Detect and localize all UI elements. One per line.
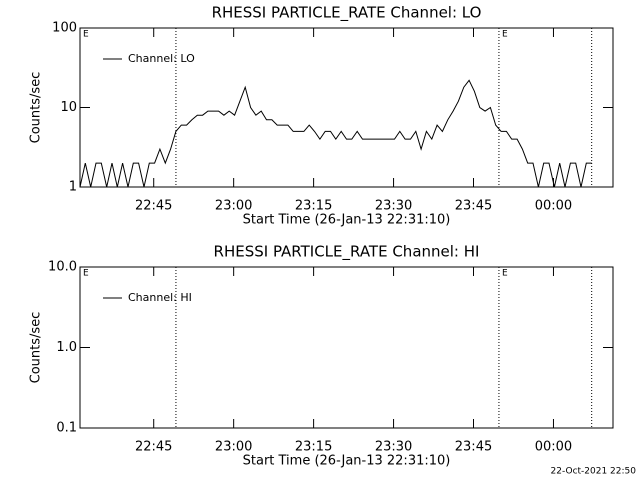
x-tick-label: 23:45 <box>455 440 492 455</box>
footer-date: 22-Oct-2021 22:50 <box>551 467 637 477</box>
x-tick-label: 23:15 <box>295 440 332 455</box>
x-tick-label: 22:45 <box>135 440 172 455</box>
annotation: E <box>502 269 508 279</box>
annotation: E <box>502 30 508 40</box>
x-tick-label: 00:00 <box>535 440 572 455</box>
x-axis-label: Start Time (26-Jan-13 22:31:10) <box>243 454 451 469</box>
y-tick-label: 100 <box>52 21 77 36</box>
y-axis-label: Counts/sec <box>29 72 44 144</box>
legend-label: Channel: HI <box>128 291 192 304</box>
y-tick-label: 10 <box>60 100 77 115</box>
annotation: E <box>83 30 89 40</box>
y-tick-label: 1.0 <box>56 340 77 355</box>
x-tick-label: 23:30 <box>375 440 412 455</box>
x-tick-label: 22:45 <box>135 199 172 214</box>
chart-title: RHESSI PARTICLE_RATE Channel: LO <box>212 4 482 23</box>
y-axis-label: Counts/sec <box>29 312 44 384</box>
x-tick-label: 23:00 <box>215 440 252 455</box>
x-tick-label: 00:00 <box>535 199 572 214</box>
y-tick-label: 1 <box>69 180 77 195</box>
y-tick-label: 10.0 <box>48 260 77 275</box>
plot-frame <box>79 27 614 188</box>
data-line <box>79 79 592 188</box>
x-tick-label: 23:00 <box>215 199 252 214</box>
x-tick-label: 23:30 <box>375 199 412 214</box>
x-axis-label: Start Time (26-Jan-13 22:31:10) <box>243 213 451 228</box>
x-tick-label: 23:45 <box>455 199 492 214</box>
y-tick-label: 0.1 <box>56 421 77 436</box>
chart-title: RHESSI PARTICLE_RATE Channel: HI <box>214 243 480 262</box>
annotation: E <box>83 269 89 279</box>
legend-label: Channel: LO <box>128 52 195 65</box>
plot-frame <box>79 266 614 429</box>
x-tick-label: 23:15 <box>295 199 332 214</box>
